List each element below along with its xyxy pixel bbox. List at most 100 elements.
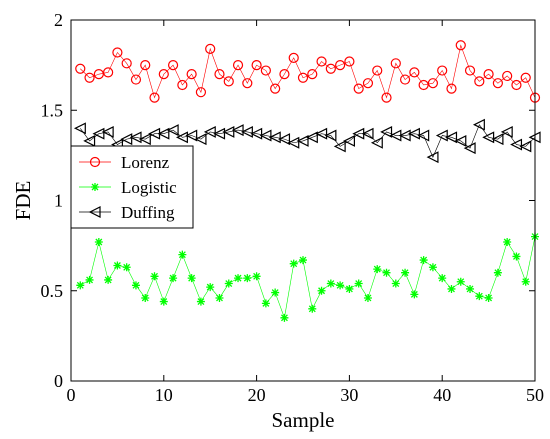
- lorenz-point: [223, 76, 234, 87]
- logistic-point: [122, 263, 131, 272]
- lorenz-point: [103, 67, 114, 78]
- lorenz-point: [158, 69, 169, 80]
- lorenz-point: [474, 76, 485, 87]
- logistic-point: [354, 279, 363, 288]
- duffing-point: [482, 131, 495, 144]
- logistic-point: [104, 275, 113, 284]
- logistic-point: [317, 286, 326, 295]
- lorenz-point: [464, 65, 476, 76]
- logistic-point: [271, 288, 280, 297]
- logistic-point: [76, 281, 85, 290]
- duffing-point: [370, 136, 383, 149]
- y-tick-label: 2: [54, 10, 63, 30]
- legend-label: Duffing: [121, 203, 175, 222]
- duffing-point: [324, 129, 337, 142]
- logistic-point: [512, 252, 521, 261]
- logistic-point: [159, 297, 168, 306]
- lorenz-point: [390, 58, 401, 69]
- logistic-point: [336, 281, 345, 290]
- duffing-point: [510, 138, 523, 151]
- logistic-point: [131, 281, 140, 290]
- lorenz-point: [140, 60, 151, 71]
- duffing-point: [101, 125, 114, 138]
- logistic-point: [503, 238, 512, 247]
- logistic-point: [289, 259, 298, 268]
- duffing-point: [408, 127, 420, 140]
- duffing-point: [305, 131, 318, 144]
- x-tick-label: 0: [67, 385, 76, 405]
- duffing-point: [472, 118, 485, 131]
- duffing-point: [129, 131, 142, 144]
- legend-item-lorenz: Lorenz: [79, 153, 170, 172]
- duffing-point: [287, 136, 300, 149]
- lorenz-point: [232, 60, 244, 71]
- logistic-point: [521, 277, 530, 286]
- y-tick-label: 1.5: [41, 100, 64, 120]
- duffing-point: [194, 133, 207, 146]
- logistic-point: [234, 274, 243, 283]
- lorenz-point: [437, 65, 448, 76]
- logistic-point: [299, 256, 307, 265]
- duffing-point: [157, 127, 170, 140]
- duffing-point: [185, 129, 198, 142]
- duffing-point: [445, 131, 458, 144]
- duffing-point: [333, 140, 346, 153]
- lorenz-point: [307, 69, 318, 80]
- lorenz-point: [112, 47, 123, 58]
- axes-layer: 0 10 20 30 40 50 0 0.5 1 1.5 2: [41, 10, 545, 405]
- y-tick-label: 0.5: [41, 281, 64, 301]
- duffing-point: [278, 133, 291, 146]
- duffing-point: [315, 127, 328, 140]
- duffing-point: [519, 140, 532, 153]
- logistic-point: [410, 290, 419, 299]
- lorenz-point: [409, 67, 420, 78]
- logistic-point: [243, 274, 252, 283]
- lorenz-point: [93, 69, 104, 80]
- lorenz-point: [399, 74, 411, 85]
- x-tick-label: 40: [433, 385, 451, 405]
- y-tick-label: 1: [54, 191, 63, 211]
- lorenz-point: [167, 60, 179, 71]
- duffing-point: [73, 122, 86, 135]
- lorenz-point: [344, 56, 355, 67]
- logistic-point: [141, 293, 150, 302]
- lorenz-point: [316, 56, 327, 67]
- duffing-point: [259, 129, 272, 142]
- logistic-point: [428, 263, 437, 272]
- duffing-point: [296, 134, 309, 147]
- duffing-point: [120, 133, 133, 146]
- logistic-point: [196, 297, 205, 306]
- duffing-point: [92, 127, 105, 140]
- duffing-point: [240, 125, 253, 138]
- logistic-point: [326, 279, 335, 288]
- logistic-point: [391, 279, 400, 288]
- duffing-point: [222, 125, 235, 138]
- logistic-point: [438, 274, 447, 283]
- lorenz-point: [325, 63, 336, 74]
- duffing-point: [417, 129, 430, 142]
- duffing-point: [343, 134, 355, 147]
- lorenz-point: [335, 60, 346, 71]
- logistic-point: [206, 283, 215, 292]
- lorenz-point: [121, 58, 132, 69]
- lorenz-point: [381, 92, 392, 103]
- logistic-point: [308, 304, 317, 313]
- logistic-point: [419, 256, 428, 265]
- duffing-point: [176, 131, 188, 144]
- lorenz-point: [418, 79, 429, 91]
- logistic-point: [224, 279, 233, 288]
- lorenz-point: [502, 70, 513, 82]
- logistic-point: [261, 299, 270, 308]
- lorenz-point: [270, 83, 281, 94]
- logistic-point: [187, 274, 196, 283]
- legend-label: Lorenz: [121, 153, 170, 172]
- series-duffing: [73, 118, 541, 164]
- lorenz-point: [427, 78, 439, 89]
- x-tick-label: 30: [340, 385, 358, 405]
- lorenz-point: [288, 52, 299, 64]
- legend-label: Logistic: [121, 178, 177, 197]
- lorenz-point: [84, 72, 95, 83]
- lorenz-point: [353, 83, 364, 94]
- duffing-point: [500, 125, 513, 138]
- lorenz-point: [251, 60, 262, 71]
